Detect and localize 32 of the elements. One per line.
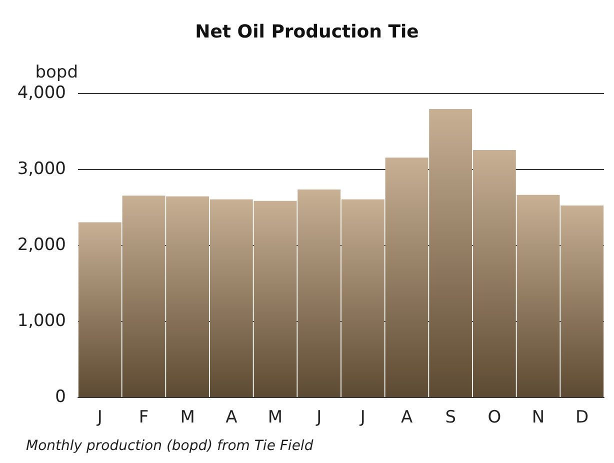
x-tick-label: J: [96, 408, 102, 428]
y-tick-label: 4,000: [17, 83, 66, 103]
x-tick-label: F: [138, 408, 149, 428]
x-tick-label: S: [445, 408, 456, 428]
y-tick-label: 2,000: [17, 235, 66, 255]
bar: [254, 200, 297, 397]
bar: [472, 150, 516, 397]
y-tick-label: 1,000: [17, 311, 66, 331]
text: Monthly production (bopd) from Tie Field: [26, 438, 314, 454]
bar: [166, 196, 210, 397]
x-tick-label: J: [359, 408, 366, 428]
bar: [210, 199, 253, 397]
x-tick-label: J: [316, 408, 322, 428]
y-tick-label: 0: [55, 387, 66, 407]
y-axis-title: bopd: [35, 62, 78, 82]
x-tick-label: N: [532, 408, 545, 428]
bar: [122, 196, 166, 397]
bar: [429, 108, 472, 397]
x-tick-label: O: [488, 408, 502, 428]
x-tick-label: A: [400, 408, 413, 428]
y-tick-label: 3,000: [17, 159, 66, 179]
x-tick-label: A: [226, 408, 238, 428]
chart-title: Net Oil Production Tie: [195, 22, 419, 42]
bar: [341, 199, 384, 397]
bar: [78, 222, 122, 397]
bar: [560, 205, 604, 397]
bar: [516, 194, 560, 397]
x-tick-label: D: [576, 408, 589, 428]
bar: [385, 158, 428, 397]
x-tick-label: M: [180, 408, 195, 428]
bar: [298, 190, 341, 397]
x-tick-label: M: [268, 408, 283, 428]
